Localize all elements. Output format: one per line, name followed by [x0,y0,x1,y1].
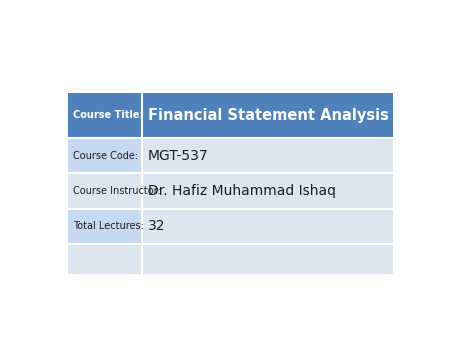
Text: Course Instructor:: Course Instructor: [72,186,160,196]
Bar [142,244,393,273]
Bar [68,93,142,138]
Bar [68,209,142,244]
Text: Financial Statement Analysis: Financial Statement Analysis [148,108,389,123]
Bar [142,173,393,209]
Bar [68,138,142,173]
Bar [68,244,142,273]
Bar [68,173,142,209]
Text: 32: 32 [148,219,166,233]
Text: Total Lectures:: Total Lectures: [72,221,144,231]
Text: MGT-537: MGT-537 [148,149,209,163]
Text: Course Title:: Course Title: [72,111,143,120]
Bar [142,138,393,173]
Bar [142,93,393,138]
Text: Course Code:: Course Code: [72,151,138,161]
Text: Dr. Hafiz Muhammad Ishaq: Dr. Hafiz Muhammad Ishaq [148,184,336,198]
Bar [142,209,393,244]
